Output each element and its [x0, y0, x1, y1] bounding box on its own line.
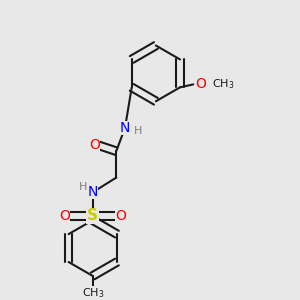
- Text: O: O: [115, 209, 126, 223]
- Text: CH$_3$: CH$_3$: [82, 286, 104, 300]
- Text: H: H: [79, 182, 88, 192]
- Text: CH$_3$: CH$_3$: [212, 77, 235, 91]
- Text: O: O: [59, 209, 70, 223]
- Text: H: H: [134, 126, 142, 136]
- Text: N: N: [120, 121, 130, 135]
- Text: S: S: [87, 208, 98, 223]
- Text: N: N: [88, 185, 98, 199]
- Text: O: O: [195, 77, 206, 92]
- Text: O: O: [89, 138, 100, 152]
